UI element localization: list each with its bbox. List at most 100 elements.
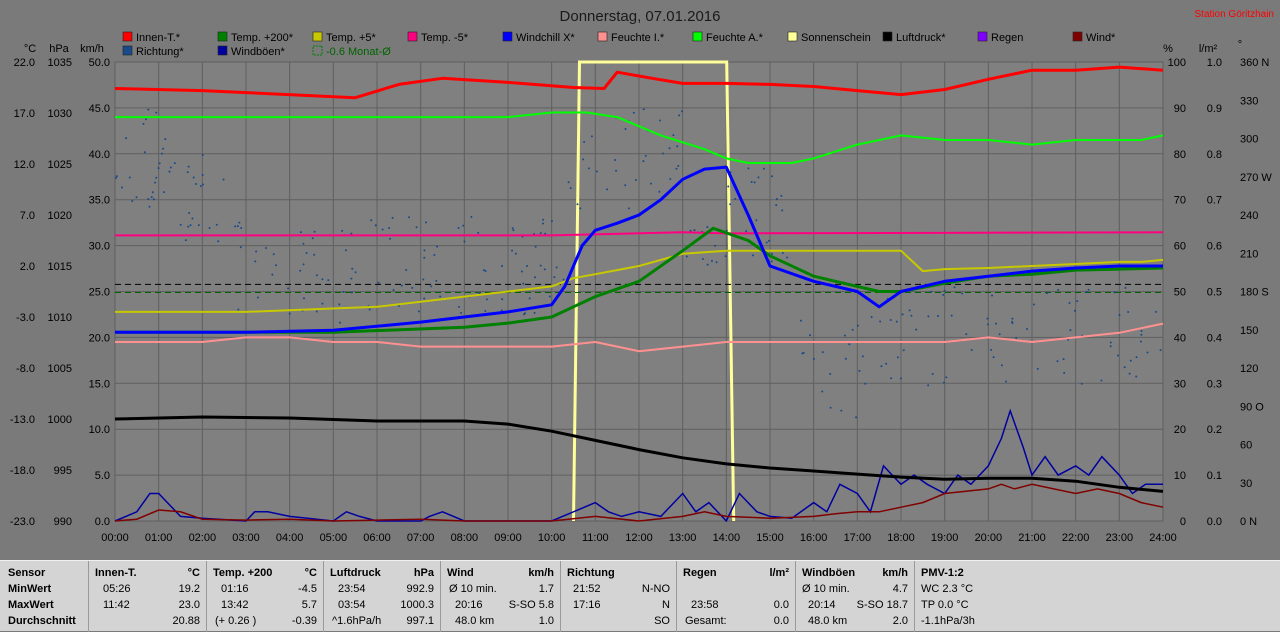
stats-luftdruck-max-time: 03:54: [338, 599, 366, 611]
wind-direction-point: [706, 226, 709, 229]
legend-label: Temp. -5*: [421, 32, 469, 44]
wind-direction-point: [729, 203, 732, 206]
legend-swatch: [787, 31, 798, 42]
tick-label-pct: 60: [1174, 241, 1186, 253]
wind-direction-point: [539, 232, 542, 235]
stats-luftdruck-min-time: 23:54: [338, 583, 366, 595]
wind-direction-point: [706, 263, 709, 266]
wind-direction-point: [1113, 291, 1116, 294]
stats-sensor-title: Sensor: [8, 567, 46, 579]
wind-direction-point: [945, 376, 948, 379]
legend-swatch: [692, 31, 703, 42]
stats-temp200-title: Temp. +200: [213, 567, 273, 579]
tick-label-time: 03:00: [232, 532, 260, 544]
wind-direction-point: [678, 114, 681, 117]
chart-title: Donnerstag, 07.01.2016: [560, 8, 721, 25]
stats-pmv-title: PMV-1:2: [921, 567, 964, 579]
wind-direction-point: [642, 160, 645, 163]
wind-direction-point: [927, 315, 930, 318]
tick-label-rain: 0.8: [1207, 149, 1222, 161]
wind-direction-point: [115, 176, 118, 179]
wind-direction-point: [715, 261, 718, 264]
wind-direction-point: [217, 240, 220, 243]
stats-innen-min-time: 05:26: [103, 583, 131, 595]
legend-label: Innen-T.*: [136, 32, 181, 44]
tick-label-hpa: 1015: [48, 261, 72, 273]
tick-label-pct: 40: [1174, 332, 1186, 344]
stats-richtung-min-val: N-NO: [641, 583, 670, 595]
wind-direction-point: [192, 176, 195, 179]
stats-richtung-min-time: 21:52: [573, 583, 601, 595]
wind-direction-point: [484, 269, 487, 272]
wind-direction-point: [880, 365, 883, 368]
stats-innen-unit: °C: [187, 567, 200, 579]
stats-regen: Regen l/m² 23:58 0.0 Gesamt: 0.0: [676, 561, 795, 632]
wind-direction-point: [168, 170, 171, 173]
sunshine-bar: [572, 60, 736, 522]
stats-temp200-trend: (+ 0.26 ): [215, 615, 257, 627]
legend-swatch: [217, 31, 228, 42]
tick-label-time: 01:00: [145, 532, 173, 544]
wind-direction-point: [801, 352, 804, 355]
wind-direction-point: [821, 390, 824, 393]
series-line-feuchte-a: [115, 111, 1164, 164]
tick-label-time: 24:00: [1149, 532, 1177, 544]
wind-direction-point: [125, 137, 128, 140]
axis-unit-pct: %: [1163, 43, 1173, 55]
wind-direction-point: [927, 384, 930, 387]
wind-direction-point: [194, 183, 197, 186]
wind-direction-point: [179, 223, 182, 226]
wind-direction-point: [555, 266, 558, 269]
wind-direction-point: [1069, 329, 1072, 332]
wind-direction-point: [485, 298, 488, 301]
tick-label-time: 04:00: [276, 532, 304, 544]
wind-direction-point: [189, 224, 192, 227]
stats-wind-avg-val: 1.0: [538, 615, 554, 627]
wind-direction-point: [734, 197, 737, 200]
stats-innen-min-val: 19.2: [178, 583, 200, 595]
tick-label-pct: 30: [1174, 378, 1186, 390]
wind-direction-point: [271, 273, 274, 276]
stats-richtung-max-time: 17:16: [573, 599, 601, 611]
wind-direction-point: [147, 198, 150, 201]
wind-direction-point: [131, 199, 134, 202]
stats-pmv-wc: WC 2.3 °C: [921, 583, 974, 595]
wind-direction-point: [528, 297, 531, 300]
wind-direction-point: [377, 281, 380, 284]
wind-direction-point: [567, 181, 570, 184]
tick-label-time: 00:00: [101, 532, 129, 544]
tick-label-time: 18:00: [887, 532, 915, 544]
wind-direction-point: [148, 205, 151, 208]
wind-direction-point: [693, 229, 696, 232]
wind-direction-point: [990, 348, 993, 351]
tick-label-rain: 0.7: [1207, 195, 1222, 207]
wind-direction-point: [624, 184, 627, 187]
wind-direction-point: [998, 333, 1001, 336]
tick-label-rain: 0.2: [1207, 424, 1222, 436]
tick-label-pct: 90: [1174, 103, 1186, 115]
wind-direction-point: [675, 167, 678, 170]
wind-direction-point: [775, 197, 778, 200]
tick-label-kmh: 15.0: [89, 378, 110, 390]
wind-direction-point: [155, 176, 158, 179]
wind-direction-point: [463, 240, 466, 243]
tick-label-temp: -23.0: [10, 516, 35, 528]
wind-direction-point: [173, 162, 176, 165]
stats-richtung: Richtung 21:52 N-NO 17:16 N SO: [560, 561, 676, 632]
wind-direction-point: [484, 309, 487, 312]
wind-direction-point: [624, 127, 627, 130]
stats-sensor: Sensor MinWert MaxWert Durchschnitt: [0, 561, 88, 632]
wind-direction-point: [590, 135, 593, 138]
wind-direction-point: [750, 180, 753, 183]
wind-direction-point: [311, 237, 314, 240]
stats-luftdruck-max-val: 1000.3: [400, 599, 434, 611]
tick-label-deg: 90 O: [1240, 401, 1264, 413]
stats-pmv: PMV-1:2 WC 2.3 °C TP 0.0 °C -1.1hPa/3h: [914, 561, 1034, 632]
stats-pmv-trend: -1.1hPa/3h: [921, 615, 975, 627]
wind-direction-point: [965, 333, 968, 336]
axis-unit-deg: °: [1238, 39, 1242, 51]
wind-direction-point: [714, 244, 717, 247]
wind-direction-point: [1087, 288, 1090, 291]
wind-direction-point: [482, 269, 485, 272]
stats-regen-unit: l/m²: [769, 567, 789, 579]
